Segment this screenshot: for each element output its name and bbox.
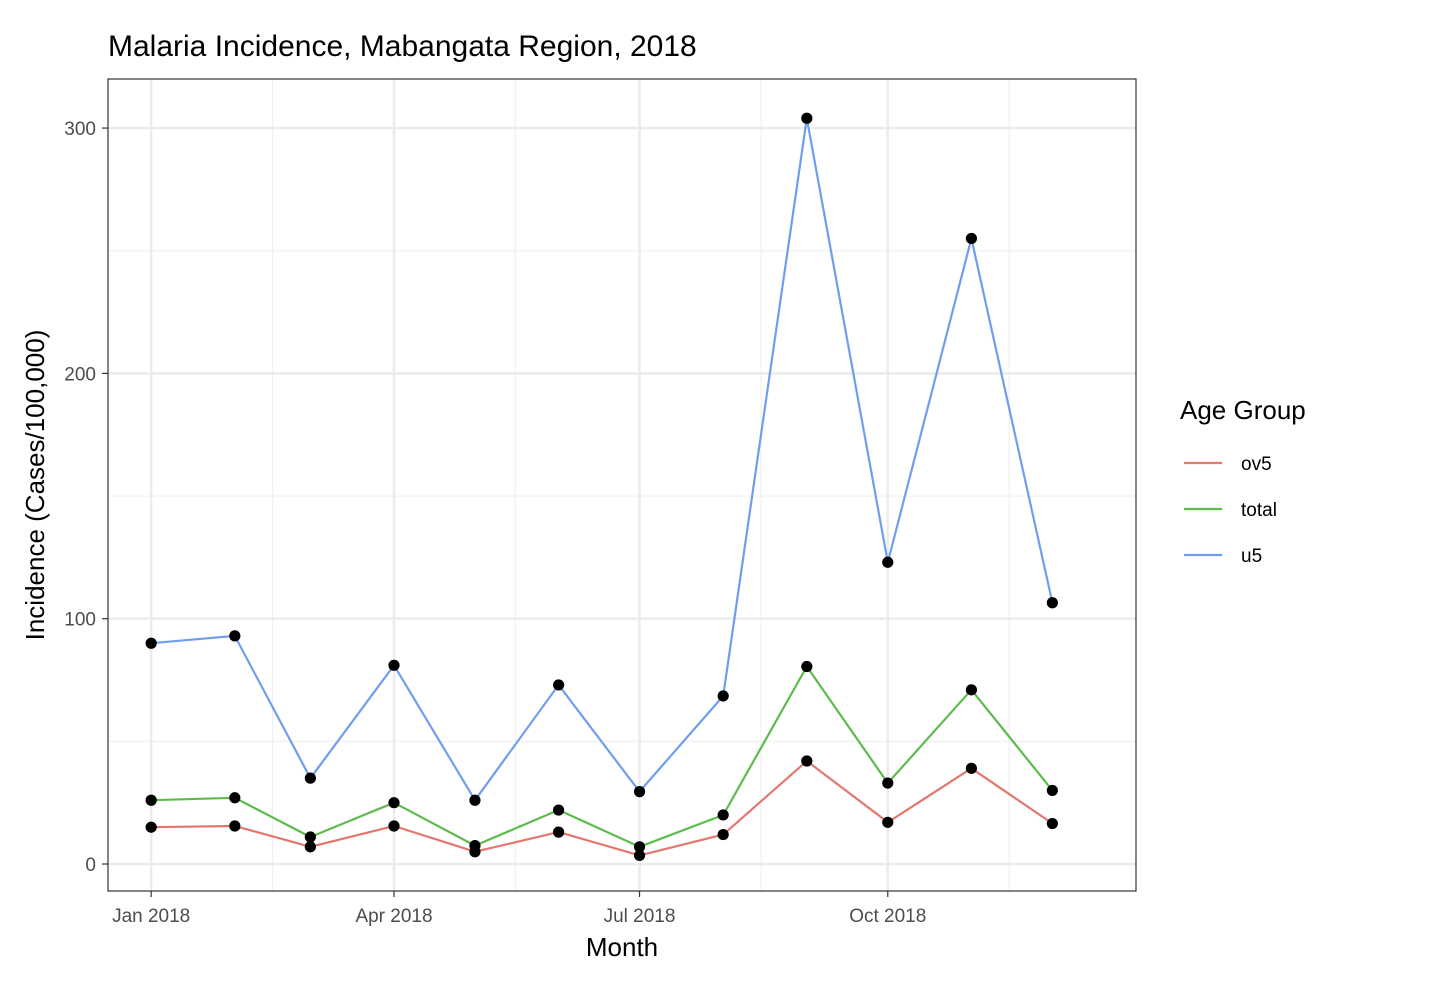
data-point-u5 bbox=[965, 232, 978, 245]
data-point-total bbox=[388, 797, 400, 809]
data-point-ov5 bbox=[229, 820, 241, 832]
data-point-u5 bbox=[388, 659, 400, 671]
series-line-u5 bbox=[151, 117, 1054, 802]
data-point-total bbox=[552, 804, 565, 816]
x-tick-label: Jul 2018 bbox=[604, 906, 676, 927]
y-tick-label: 100 bbox=[64, 610, 96, 631]
data-point-total bbox=[801, 660, 813, 673]
legend-label-total: total bbox=[1241, 500, 1277, 521]
data-point-ov5 bbox=[552, 826, 565, 838]
data-point-u5 bbox=[552, 679, 565, 691]
y-tick-label: 0 bbox=[85, 855, 96, 876]
plot-border bbox=[107, 78, 1137, 892]
y-axis: 0 100 200 300 bbox=[64, 119, 108, 876]
y-tick-label: 300 bbox=[64, 119, 96, 140]
x-tick-label: Oct 2018 bbox=[849, 906, 926, 927]
data-point-total bbox=[633, 841, 646, 853]
x-tick-label: Apr 2018 bbox=[355, 906, 432, 927]
legend-label-u5: u5 bbox=[1241, 546, 1262, 567]
data-point-ov5 bbox=[633, 849, 646, 862]
data-point-u5 bbox=[304, 772, 316, 784]
data-point-ov5 bbox=[965, 762, 978, 774]
series-line-total bbox=[151, 665, 1054, 848]
data-point-ov5 bbox=[882, 816, 894, 828]
data-point-total bbox=[1046, 784, 1058, 797]
series-line-ov5 bbox=[151, 759, 1054, 857]
data-point-ov5 bbox=[145, 821, 157, 833]
data-point-total bbox=[882, 777, 894, 789]
data-point-u5 bbox=[633, 786, 646, 798]
data-point-ov5 bbox=[304, 841, 316, 853]
data-point-u5 bbox=[229, 630, 241, 642]
y-tick-label: 200 bbox=[64, 364, 96, 385]
data-point-total bbox=[469, 840, 481, 852]
legend-items: ov5 total u5 bbox=[1184, 454, 1277, 567]
series-lines bbox=[151, 117, 1054, 857]
data-point-u5 bbox=[882, 556, 894, 568]
x-axis-title: Month bbox=[586, 932, 658, 962]
x-tick-label: Jan 2018 bbox=[112, 906, 190, 927]
legend: Age Group ov5 total u5 bbox=[1180, 395, 1306, 567]
x-axis: Jan 2018 Apr 2018 Jul 2018 Oct 2018 bbox=[112, 891, 926, 927]
data-point-ov5 bbox=[801, 755, 813, 767]
chart-title: Malaria Incidence, Mabangata Region, 201… bbox=[108, 30, 697, 63]
data-point-u5 bbox=[717, 690, 729, 702]
legend-label-ov5: ov5 bbox=[1241, 454, 1272, 475]
legend-title: Age Group bbox=[1180, 395, 1306, 425]
data-point-u5 bbox=[469, 794, 481, 806]
data-point-ov5 bbox=[1046, 817, 1058, 830]
plot-panel bbox=[107, 78, 1137, 892]
data-point-ov5 bbox=[388, 820, 400, 832]
data-point-u5 bbox=[1046, 597, 1058, 609]
data-point-total bbox=[304, 831, 316, 843]
plot-background bbox=[108, 79, 1136, 891]
data-point-u5 bbox=[801, 112, 813, 124]
data-point-total bbox=[229, 792, 241, 804]
data-point-ov5 bbox=[717, 828, 729, 841]
data-point-u5 bbox=[145, 637, 157, 649]
grid-lines bbox=[108, 79, 1136, 891]
data-point-total bbox=[717, 809, 729, 821]
data-points bbox=[145, 112, 1058, 862]
data-point-total bbox=[145, 794, 157, 806]
y-axis-title: Incidence (Cases/100,000) bbox=[20, 330, 50, 641]
data-point-total bbox=[965, 684, 978, 696]
